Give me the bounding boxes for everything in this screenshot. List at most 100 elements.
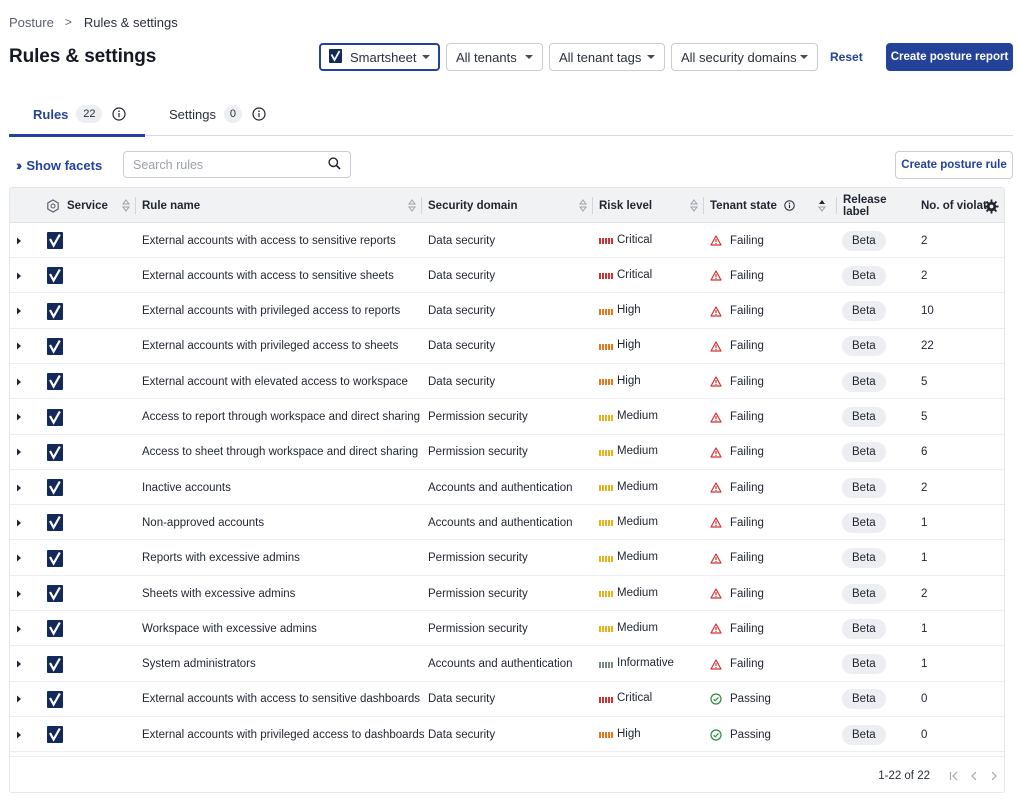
rule-name-cell[interactable]: Access to report through workspace and d… xyxy=(142,411,421,423)
table-row[interactable]: Reports with excessive admins Permission … xyxy=(10,541,1004,576)
violations-count-cell: 2 xyxy=(921,234,928,247)
risk-level-cell: High xyxy=(599,717,704,752)
row-expand-icon[interactable] xyxy=(16,611,28,646)
rule-name-cell[interactable]: External accounts with access to sensiti… xyxy=(142,234,396,247)
row-expand-icon[interactable] xyxy=(16,470,28,505)
next-page-icon[interactable] xyxy=(987,769,1001,783)
row-expand-icon[interactable] xyxy=(16,258,28,293)
row-expand-icon[interactable] xyxy=(16,400,28,435)
column-header-security-domain[interactable]: Security domain xyxy=(421,188,593,223)
first-page-icon[interactable] xyxy=(947,769,961,783)
tab-settings[interactable]: Settings 0 xyxy=(169,92,266,136)
tab-settings-count: 0 xyxy=(223,105,242,123)
row-expand-icon[interactable] xyxy=(16,223,28,258)
table-row[interactable]: Access to report through workspace and d… xyxy=(10,400,1004,435)
previous-page-icon[interactable] xyxy=(967,769,981,783)
rule-name-cell[interactable]: Reports with excessive admins xyxy=(142,552,300,565)
rule-name-cell[interactable]: External accounts with privileged access… xyxy=(142,728,425,741)
row-expand-icon[interactable] xyxy=(16,294,28,329)
rule-name-cell[interactable]: Access to sheet through workspace and di… xyxy=(142,446,419,459)
table-row[interactable]: System administrators Accounts and authen… xyxy=(10,647,1004,682)
info-icon[interactable] xyxy=(784,200,795,211)
table-row[interactable]: External accounts with access to sensiti… xyxy=(10,258,1004,294)
column-settings-gear-icon[interactable] xyxy=(984,199,999,214)
risk-level-cell: High xyxy=(599,329,704,364)
table-row[interactable]: External accounts with privileged access… xyxy=(10,329,1004,364)
table-row[interactable]: Sheets with excessive admins Permission s… xyxy=(10,576,1004,611)
violations-count-cell: 5 xyxy=(921,411,928,423)
rule-name-cell[interactable]: External accounts with privileged access… xyxy=(142,305,401,318)
rule-name-cell[interactable]: Non-approved accounts xyxy=(142,516,265,529)
tenants-filter-dropdown[interactable]: All tenants xyxy=(446,43,543,71)
row-expand-icon[interactable] xyxy=(16,717,28,752)
release-label-badge: Beta xyxy=(842,477,886,498)
breadcrumb-posture-link[interactable]: Posture xyxy=(9,14,54,30)
row-expand-icon[interactable] xyxy=(16,435,28,470)
row-expand-icon[interactable] xyxy=(16,541,28,576)
risk-level-label: High xyxy=(617,304,641,317)
service-filter-dropdown[interactable]: Smartsheet xyxy=(319,43,440,71)
tenant-tags-filter-label: All tenant tags xyxy=(559,49,642,65)
violations-count-cell: 6 xyxy=(921,446,928,459)
show-facets-button[interactable]: ›› Show facets xyxy=(16,156,102,174)
release-label-cell: Beta xyxy=(842,611,915,646)
release-label-cell: Beta xyxy=(842,541,915,576)
release-label-cell: Beta xyxy=(842,435,915,470)
rule-name-cell[interactable]: Inactive accounts xyxy=(142,481,231,494)
row-expand-icon[interactable] xyxy=(16,682,28,717)
risk-level-bars-icon xyxy=(599,273,614,280)
table-row[interactable]: External account with elevated access to… xyxy=(10,364,1004,400)
column-header-service[interactable]: Service xyxy=(46,188,136,223)
column-header-rule-name[interactable]: Rule name xyxy=(135,188,422,223)
tenant-state-label: Failing xyxy=(730,516,764,529)
table-row[interactable]: Workspace with excessive admins Permissio… xyxy=(10,611,1004,647)
row-expand-icon[interactable] xyxy=(16,576,28,611)
tab-rules[interactable]: Rules 22 xyxy=(9,92,145,137)
release-label-badge: Beta xyxy=(842,230,886,251)
row-expand-icon[interactable] xyxy=(16,329,28,364)
info-icon[interactable] xyxy=(112,107,127,121)
risk-level-cell: Medium xyxy=(599,611,704,646)
rule-name-cell[interactable]: External account with elevated access to… xyxy=(142,375,408,388)
smartsheet-service-icon xyxy=(47,294,67,329)
column-header-risk-level[interactable]: Risk level xyxy=(592,188,704,223)
rule-name-cell[interactable]: Workspace with excessive admins xyxy=(142,622,317,635)
tenant-state-cell: Failing xyxy=(710,541,832,576)
table-row[interactable]: External accounts with privileged access… xyxy=(10,717,1004,753)
row-expand-icon[interactable] xyxy=(16,647,28,682)
column-label: Release label xyxy=(843,193,887,218)
column-header-tenant-state[interactable]: Tenant state xyxy=(703,188,832,223)
rule-name-cell[interactable]: External accounts with access to sensiti… xyxy=(142,693,421,706)
rule-name-cell[interactable]: Sheets with excessive admins xyxy=(142,587,296,600)
search-rules-field[interactable] xyxy=(123,151,351,178)
tenant-state-label: Failing xyxy=(730,552,764,565)
risk-level-cell: Critical xyxy=(599,682,704,717)
table-row[interactable]: External accounts with access to sensiti… xyxy=(10,682,1004,717)
search-icon[interactable] xyxy=(328,156,341,173)
violations-count-cell: 0 xyxy=(921,693,928,706)
row-expand-icon[interactable] xyxy=(16,505,28,540)
rule-name-cell[interactable]: External accounts with privileged access… xyxy=(142,340,399,353)
tenant-tags-filter-dropdown[interactable]: All tenant tags xyxy=(549,43,665,71)
table-row[interactable]: Non-approved accounts Accounts and authen… xyxy=(10,505,1004,541)
show-facets-label: Show facets xyxy=(26,157,103,173)
table-row[interactable]: Access to sheet through workspace and di… xyxy=(10,435,1004,470)
tenant-state-cell: Passing xyxy=(710,682,832,717)
table-row[interactable]: External accounts with access to sensiti… xyxy=(10,223,1004,258)
column-header-release-label[interactable]: Release label xyxy=(836,188,915,223)
risk-level-cell: Critical xyxy=(599,223,704,258)
column-header-violations[interactable]: No. of violat xyxy=(915,188,1004,223)
table-row[interactable]: Inactive accounts Accounts and authentica… xyxy=(10,470,1004,506)
search-input[interactable] xyxy=(133,157,328,172)
pagination-range: 1-22 of 22 xyxy=(878,770,930,782)
security-domains-filter-dropdown[interactable]: All security domains xyxy=(671,43,818,71)
rule-name-cell[interactable]: External accounts with access to sensiti… xyxy=(142,269,394,282)
create-posture-report-button[interactable]: Create posture report xyxy=(886,43,1013,71)
reset-filters-link[interactable]: Reset xyxy=(830,50,863,64)
rule-name-cell[interactable]: System administrators xyxy=(142,658,256,671)
table-row[interactable]: External accounts with privileged access… xyxy=(10,294,1004,329)
risk-level-label: Medium xyxy=(617,445,658,458)
row-expand-icon[interactable] xyxy=(16,364,28,399)
info-icon[interactable] xyxy=(252,107,266,121)
create-posture-rule-button[interactable]: Create posture rule xyxy=(895,151,1013,179)
